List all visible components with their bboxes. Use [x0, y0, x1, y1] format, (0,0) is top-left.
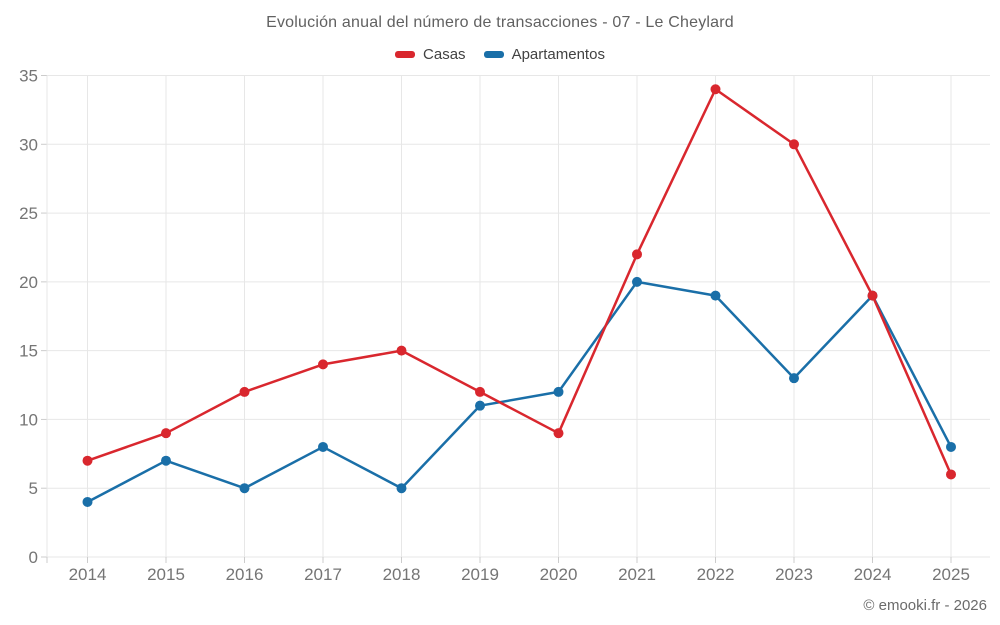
- apartamentos-point-2021[interactable]: [632, 276, 642, 287]
- apartamentos-point-2018[interactable]: [396, 483, 407, 494]
- x-tick-label: 2021: [618, 565, 656, 584]
- apartamentos-point-2017[interactable]: [318, 441, 328, 452]
- y-tick-label: 35: [19, 67, 38, 86]
- y-tick-label: 20: [19, 273, 38, 292]
- casas-point-2015[interactable]: [161, 428, 171, 439]
- casas-point-2024[interactable]: [867, 290, 878, 301]
- chart-title: Evolución anual del número de transaccio…: [266, 14, 734, 31]
- x-tick-label: 2022: [697, 565, 735, 584]
- x-tick-label: 2015: [147, 565, 185, 584]
- casas-point-2018[interactable]: [396, 345, 407, 356]
- x-tick-label: 2017: [304, 565, 342, 584]
- x-tick-label: 2019: [461, 565, 499, 584]
- casas-point-2025[interactable]: [946, 469, 956, 480]
- casas-point-2017[interactable]: [318, 359, 328, 370]
- y-tick-label: 25: [19, 204, 38, 223]
- x-tick-label: 2014: [69, 565, 107, 584]
- y-tick-label: 10: [19, 410, 38, 429]
- legend-item-casas[interactable]: Casas: [395, 46, 466, 63]
- y-grid: 0 5 10 15 20 25 30 35: [19, 67, 990, 567]
- casas-line: [86, 88, 953, 476]
- apartamentos-line: [86, 280, 953, 504]
- casas-point-2020[interactable]: [553, 428, 564, 439]
- y-tick-label: 0: [29, 548, 38, 567]
- casas-point-2023[interactable]: [789, 139, 799, 150]
- series-casas: [82, 84, 956, 480]
- apartamentos-swatch-icon: [483, 51, 504, 58]
- series-apartamentos: [82, 276, 956, 507]
- apartamentos-point-2023[interactable]: [789, 373, 799, 384]
- y-tick-label: 15: [19, 342, 38, 361]
- legend: Casas Apartamentos: [0, 46, 1000, 63]
- legend-label-apartamentos: Apartamentos: [511, 46, 605, 63]
- casas-swatch-icon: [395, 51, 416, 58]
- casas-point-2016[interactable]: [239, 386, 250, 397]
- casas-point-2014[interactable]: [82, 455, 93, 466]
- x-tick-label: 2018: [383, 565, 421, 584]
- x-tick-label: 2023: [775, 565, 813, 584]
- apartamentos-point-2025[interactable]: [946, 441, 956, 452]
- y-tick-label: 30: [19, 135, 38, 154]
- copyright-text: © emooki.fr - 2026: [863, 597, 987, 614]
- casas-point-2022[interactable]: [710, 84, 721, 95]
- x-tick-label: 2024: [854, 565, 892, 584]
- x-grid: 2014 2015 2016 2017 2018 2019 2020 2021 2022 2023…: [46, 75, 970, 584]
- casas-point-2021[interactable]: [632, 249, 642, 260]
- apartamentos-point-2019[interactable]: [475, 400, 485, 411]
- apartamentos-point-2014[interactable]: [82, 496, 93, 507]
- legend-label-casas: Casas: [423, 46, 466, 63]
- x-tick-label: 2025: [932, 565, 970, 584]
- apartamentos-point-2022[interactable]: [710, 290, 721, 301]
- casas-point-2019[interactable]: [475, 386, 485, 397]
- y-tick-label: 5: [29, 479, 38, 498]
- legend-item-apartamentos[interactable]: Apartamentos: [483, 46, 605, 63]
- apartamentos-point-2016[interactable]: [239, 483, 250, 494]
- apartamentos-point-2015[interactable]: [161, 455, 171, 466]
- x-tick-label: 2016: [226, 565, 264, 584]
- apartamentos-point-2020[interactable]: [553, 386, 564, 397]
- x-tick-label: 2020: [540, 565, 578, 584]
